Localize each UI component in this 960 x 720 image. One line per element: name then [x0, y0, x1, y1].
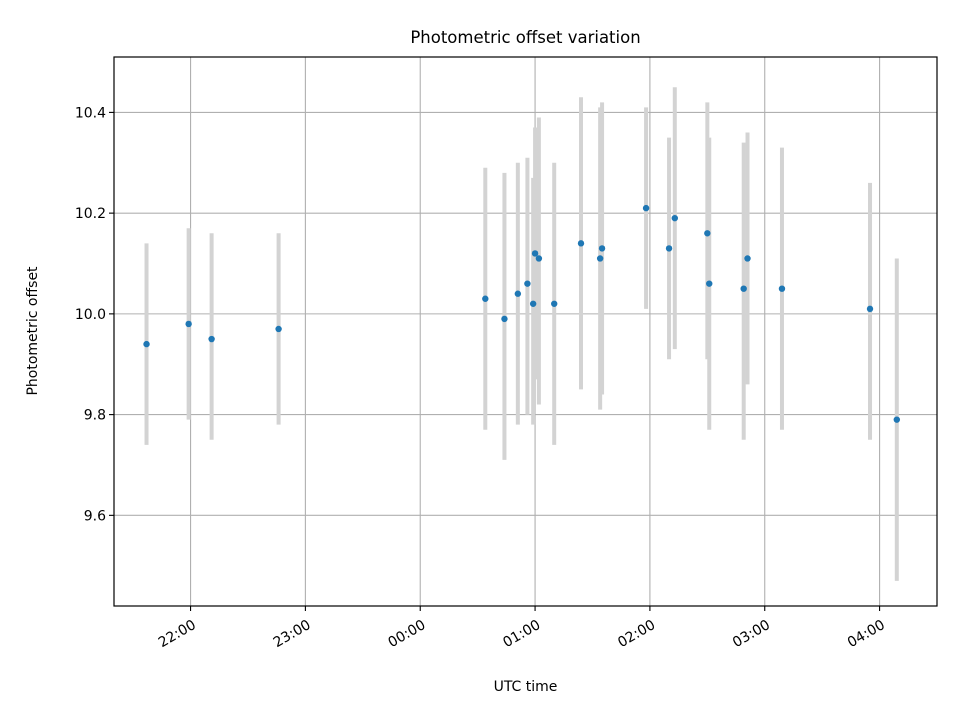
data-point	[706, 280, 713, 287]
data-point	[529, 300, 537, 307]
data-point	[893, 416, 901, 423]
data-point	[740, 285, 747, 292]
y-tick-label: 10.0	[75, 307, 106, 323]
x-axis-label: UTC time	[494, 679, 558, 695]
data-point	[642, 204, 650, 212]
data-point	[208, 335, 215, 343]
y-tick-label: 10.4	[75, 105, 106, 121]
data-point	[671, 214, 678, 222]
data-point	[704, 230, 711, 237]
data-point	[596, 255, 604, 262]
data-point	[143, 340, 150, 348]
data-point	[535, 255, 543, 262]
y-tick-label: 9.6	[84, 508, 106, 524]
data-point	[185, 320, 192, 328]
data-point	[275, 325, 282, 333]
y-tick-label: 9.8	[84, 408, 106, 424]
chart-title: Photometric offset variation	[410, 28, 640, 47]
data-point	[501, 315, 508, 323]
y-axis-ticks: 9.6 9.8 10.0 10.2 10.4	[75, 105, 114, 524]
data-points	[143, 204, 901, 423]
data-point	[577, 240, 585, 247]
data-point	[551, 300, 558, 307]
data-point	[482, 295, 489, 302]
data-point	[514, 290, 522, 297]
y-tick-label: 10.2	[75, 206, 106, 222]
data-point	[531, 250, 539, 257]
data-point	[665, 245, 673, 252]
data-point	[778, 285, 786, 292]
data-point	[524, 280, 531, 287]
data-point	[866, 305, 874, 313]
plot-frame	[113, 56, 938, 607]
data-point	[744, 255, 751, 262]
y-axis-label: Photometric offset	[25, 266, 41, 396]
data-point	[598, 245, 606, 252]
